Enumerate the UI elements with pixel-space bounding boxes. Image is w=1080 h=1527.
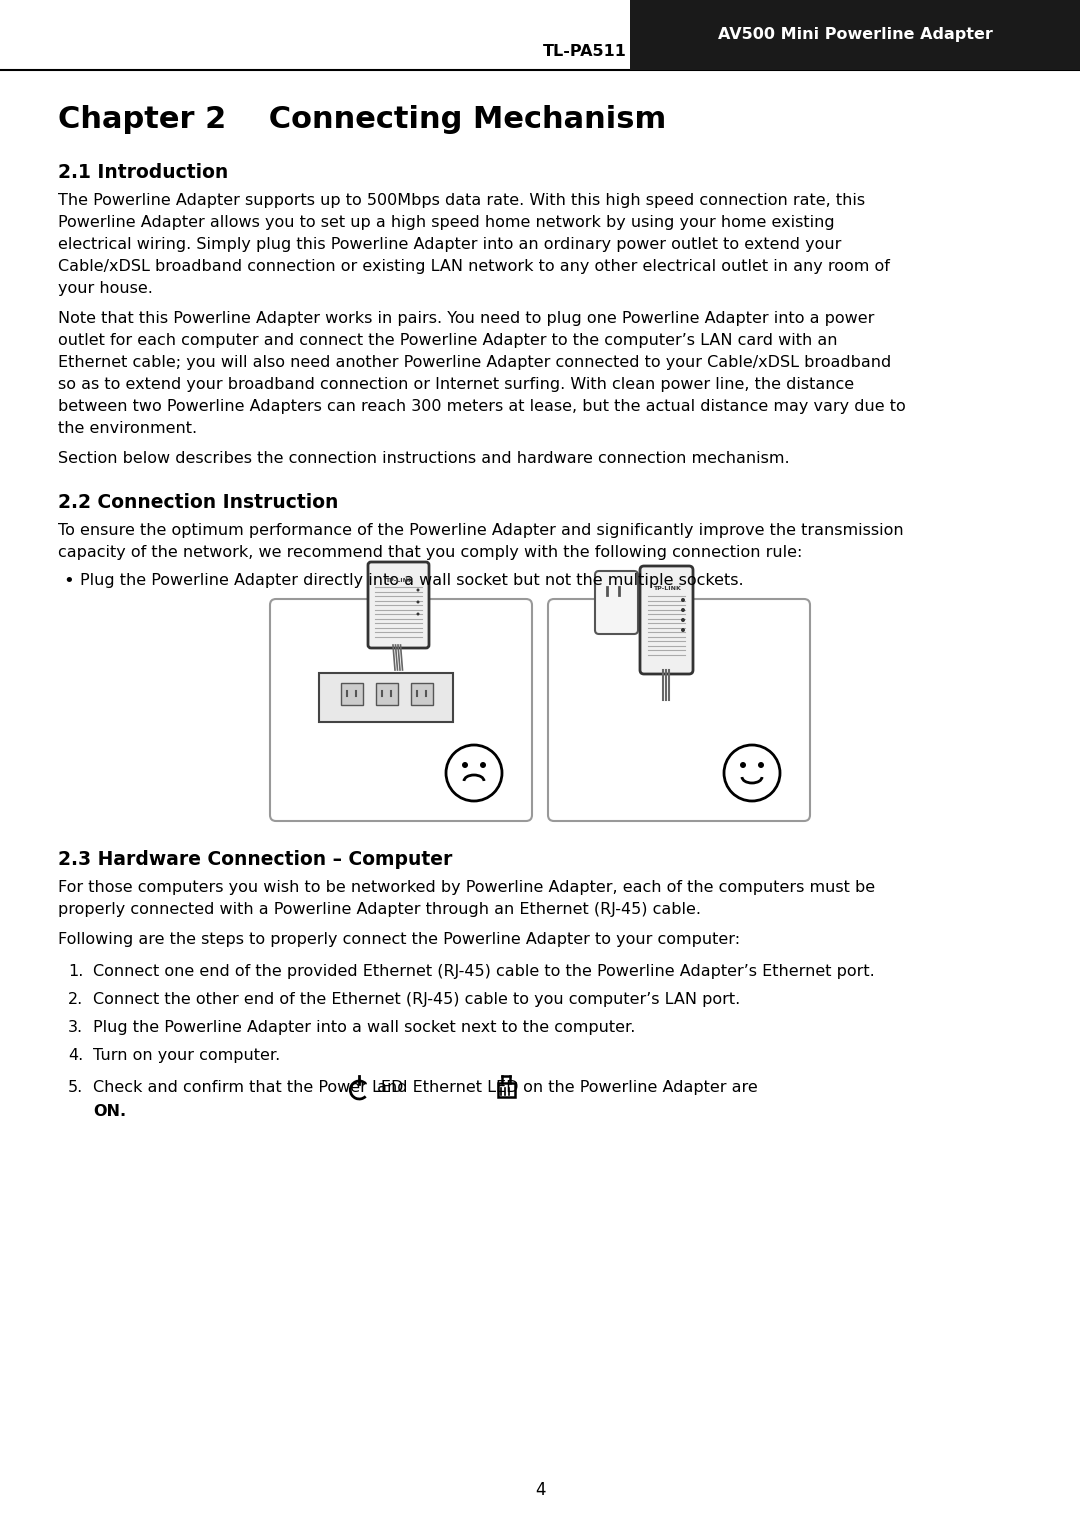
Circle shape [724,745,780,802]
Text: 5.: 5. [68,1080,83,1095]
Text: AV500 Mini Powerline Adapter: AV500 Mini Powerline Adapter [717,27,993,43]
Text: 4.: 4. [68,1048,83,1063]
Text: properly connected with a Powerline Adapter through an Ethernet (RJ-45) cable.: properly connected with a Powerline Adap… [58,902,701,918]
Text: so as to extend your broadband connection or Internet surfing. With clean power : so as to extend your broadband connectio… [58,377,854,392]
Text: Connect one end of the provided Ethernet (RJ-45) cable to the Powerline Adapter’: Connect one end of the provided Ethernet… [93,964,875,979]
FancyBboxPatch shape [640,567,693,673]
Text: Turn on your computer.: Turn on your computer. [93,1048,280,1063]
Circle shape [480,762,486,768]
Text: 2.2 Connection Instruction: 2.2 Connection Instruction [58,493,338,512]
FancyBboxPatch shape [595,571,638,634]
Text: For those computers you wish to be networked by Powerline Adapter, each of the c: For those computers you wish to be netwo… [58,880,875,895]
Text: 3.: 3. [68,1020,83,1035]
Bar [630,0,1080,70]
Text: The Powerline Adapter supports up to 500Mbps data rate. With this high speed con: The Powerline Adapter supports up to 500… [58,192,865,208]
Text: your house.: your house. [58,281,153,296]
Text: capacity of the network, we recommend that you comply with the following connect: capacity of the network, we recommend th… [58,545,802,560]
FancyBboxPatch shape [548,599,810,822]
Text: 2.1 Introduction: 2.1 Introduction [58,163,228,182]
Text: Cable/xDSL broadband connection or existing LAN network to any other electrical : Cable/xDSL broadband connection or exist… [58,260,890,273]
Text: Connect the other end of the Ethernet (RJ-45) cable to you computer’s LAN port.: Connect the other end of the Ethernet (R… [93,993,740,1006]
Text: Powerline Adapter allows you to set up a high speed home network by using your h: Powerline Adapter allows you to set up a… [58,215,835,231]
Bar [376,683,399,705]
Circle shape [446,745,502,802]
Text: between two Powerline Adapters can reach 300 meters at lease, but the actual dis: between two Powerline Adapters can reach… [58,399,906,414]
Text: To ensure the optimum performance of the Powerline Adapter and significantly imp: To ensure the optimum performance of the… [58,524,904,538]
FancyBboxPatch shape [368,562,429,647]
Text: outlet for each computer and connect the Powerline Adapter to the computer’s LAN: outlet for each computer and connect the… [58,333,837,348]
Circle shape [681,599,685,602]
Circle shape [417,588,419,591]
Text: the environment.: the environment. [58,421,198,437]
Circle shape [740,762,746,768]
Text: Note that this Powerline Adapter works in pairs. You need to plug one Powerline : Note that this Powerline Adapter works i… [58,312,875,325]
Circle shape [758,762,764,768]
Circle shape [681,608,685,612]
Text: Chapter 2    Connecting Mechanism: Chapter 2 Connecting Mechanism [58,105,666,134]
Circle shape [681,618,685,621]
Text: and Ethernet LED: and Ethernet LED [373,1080,524,1095]
Bar [499,1083,514,1096]
Text: 2.: 2. [68,993,83,1006]
FancyBboxPatch shape [319,673,453,722]
Text: ON.: ON. [93,1104,126,1119]
Circle shape [417,612,419,615]
Bar [411,683,433,705]
Text: Check and confirm that the Power LED: Check and confirm that the Power LED [93,1080,408,1095]
Text: TP-LINK: TP-LINK [652,585,680,591]
Text: Plug the Powerline Adapter into a wall socket next to the computer.: Plug the Powerline Adapter into a wall s… [93,1020,635,1035]
Text: 2.3 Hardware Connection – Computer: 2.3 Hardware Connection – Computer [58,851,453,869]
Circle shape [417,600,419,603]
Text: Plug the Powerline Adapter directly into a wall socket but not the multiple sock: Plug the Powerline Adapter directly into… [80,573,744,588]
Text: 4: 4 [535,1481,545,1500]
Text: TP-LINK: TP-LINK [384,577,413,582]
Circle shape [462,762,468,768]
Bar [341,683,363,705]
Text: •: • [63,573,73,589]
Text: Section below describes the connection instructions and hardware connection mech: Section below describes the connection i… [58,450,789,466]
Text: TL-PA511: TL-PA511 [543,44,627,60]
Circle shape [681,628,685,632]
Text: on the Powerline Adapter are: on the Powerline Adapter are [518,1080,758,1095]
Text: electrical wiring. Simply plug this Powerline Adapter into an ordinary power out: electrical wiring. Simply plug this Powe… [58,237,841,252]
FancyBboxPatch shape [270,599,532,822]
Text: Following are the steps to properly connect the Powerline Adapter to your comput: Following are the steps to properly conn… [58,931,740,947]
Text: Ethernet cable; you will also need another Powerline Adapter connected to your C: Ethernet cable; you will also need anoth… [58,354,891,370]
Text: 1.: 1. [68,964,83,979]
